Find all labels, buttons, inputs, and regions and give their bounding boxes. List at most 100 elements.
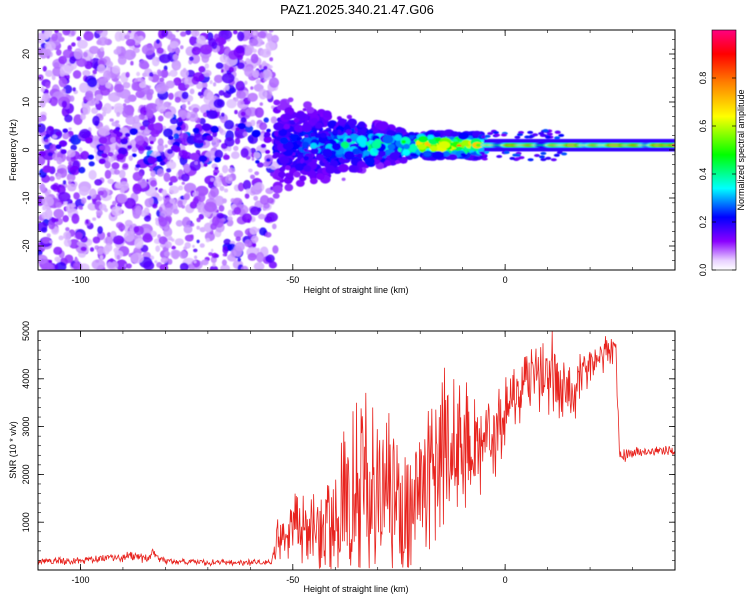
spectral-blob bbox=[251, 157, 255, 161]
spectral-blob bbox=[76, 58, 87, 67]
spectral-blob bbox=[518, 156, 525, 160]
spectral-blob bbox=[378, 121, 389, 130]
spectral-blob bbox=[235, 45, 245, 54]
spectral-blob bbox=[204, 201, 217, 213]
spectral-blob bbox=[401, 140, 406, 144]
spectral-blob bbox=[349, 133, 359, 142]
spectral-blob bbox=[44, 48, 52, 57]
spectral-blob bbox=[77, 39, 88, 49]
spectral-blob bbox=[80, 150, 90, 160]
spectral-blob bbox=[103, 245, 110, 255]
spectral-blob bbox=[244, 124, 254, 133]
spectral-blob bbox=[164, 251, 171, 257]
spectral-blob bbox=[244, 239, 252, 247]
spectral-blob bbox=[52, 134, 58, 139]
spectral-blob bbox=[293, 117, 300, 123]
spectral-blob bbox=[345, 129, 352, 135]
spectral-blob bbox=[246, 121, 252, 126]
spectral-blob bbox=[219, 185, 225, 192]
spectral-blob bbox=[41, 93, 51, 104]
spectral-blob bbox=[558, 133, 565, 137]
spectral-blob bbox=[273, 122, 284, 131]
spectral-blob bbox=[107, 152, 114, 157]
spectral-blob bbox=[127, 144, 133, 150]
spectral-blob bbox=[254, 171, 260, 176]
spectral-blob bbox=[98, 126, 111, 136]
spectral-blob bbox=[237, 31, 245, 42]
spectral-blob bbox=[103, 70, 112, 81]
spectral-blob bbox=[215, 176, 221, 181]
spectral-blob bbox=[192, 72, 205, 82]
spectral-blob bbox=[325, 158, 330, 161]
spectral-blob bbox=[123, 231, 135, 242]
spectral-blob bbox=[146, 88, 154, 96]
spectral-blob bbox=[222, 253, 227, 257]
spectral-blob bbox=[97, 64, 106, 74]
spectral-blob bbox=[494, 133, 500, 137]
spectral-blob bbox=[233, 30, 238, 35]
spectral-blob bbox=[403, 143, 410, 150]
spectral-blob bbox=[55, 202, 63, 208]
spectral-blob bbox=[154, 260, 158, 264]
spectral-blob bbox=[517, 133, 523, 137]
spectral-blob bbox=[55, 261, 67, 270]
spectral-blob bbox=[159, 161, 166, 166]
spectral-blob bbox=[139, 125, 146, 131]
spectral-blob bbox=[41, 227, 48, 233]
spectral-blob bbox=[224, 119, 235, 130]
spectral-blob bbox=[80, 246, 87, 252]
spectral-blob bbox=[211, 248, 214, 253]
snr-ytick-label: 5000 bbox=[21, 321, 31, 341]
spectral-blob bbox=[64, 114, 73, 123]
spectral-blob bbox=[53, 208, 64, 219]
spectral-blob bbox=[233, 206, 242, 215]
spectral-blob bbox=[304, 134, 309, 138]
spectral-blob bbox=[98, 158, 106, 165]
spectral-blob bbox=[185, 30, 192, 36]
spectrogram-ylabel: Frequency (Hz) bbox=[8, 119, 18, 181]
spectral-blob bbox=[455, 146, 463, 151]
spectral-blob bbox=[221, 259, 227, 266]
spectral-blob bbox=[284, 183, 294, 192]
spectral-blob bbox=[337, 118, 347, 126]
spectral-blob bbox=[91, 100, 94, 104]
spectral-blob bbox=[258, 88, 268, 100]
spectral-blob bbox=[266, 32, 273, 41]
spectral-blob bbox=[99, 47, 105, 52]
spectral-blob bbox=[196, 217, 201, 223]
spectral-blob bbox=[116, 153, 125, 160]
spectral-blob bbox=[272, 245, 279, 254]
spectral-blob bbox=[57, 191, 71, 202]
spectral-blob bbox=[69, 165, 80, 176]
spectral-blob bbox=[58, 36, 65, 43]
spectral-blob bbox=[240, 111, 246, 117]
spectral-blob bbox=[245, 188, 251, 194]
spectral-blob bbox=[172, 53, 179, 61]
spectral-blob bbox=[262, 69, 273, 81]
spectral-blob bbox=[553, 153, 560, 157]
spectral-blob bbox=[268, 30, 274, 33]
colorbar-ticks: 0.0 0.2 0.4 0.6 0.8 bbox=[698, 72, 736, 276]
spectral-blob bbox=[205, 238, 210, 243]
spectral-blob bbox=[159, 264, 169, 270]
spectral-blob bbox=[470, 152, 477, 156]
spectral-blob bbox=[111, 206, 123, 217]
spectral-blob bbox=[117, 55, 127, 65]
spectral-blob bbox=[125, 115, 136, 125]
spectral-blob bbox=[542, 129, 549, 132]
spectral-blob bbox=[234, 137, 241, 145]
spectral-blob bbox=[226, 99, 237, 109]
spectral-blob bbox=[83, 51, 88, 58]
spectral-blob bbox=[156, 47, 164, 54]
spectral-blob bbox=[331, 142, 342, 151]
spectral-blob bbox=[432, 151, 445, 160]
spectral-blob bbox=[111, 65, 121, 74]
spectral-blob bbox=[228, 167, 236, 174]
spectral-blob bbox=[123, 49, 136, 61]
spectral-blob bbox=[438, 141, 451, 149]
spectral-blob bbox=[242, 30, 255, 40]
spectral-blob bbox=[173, 77, 182, 86]
spectral-blob bbox=[178, 149, 188, 158]
spectral-blob bbox=[244, 80, 248, 85]
